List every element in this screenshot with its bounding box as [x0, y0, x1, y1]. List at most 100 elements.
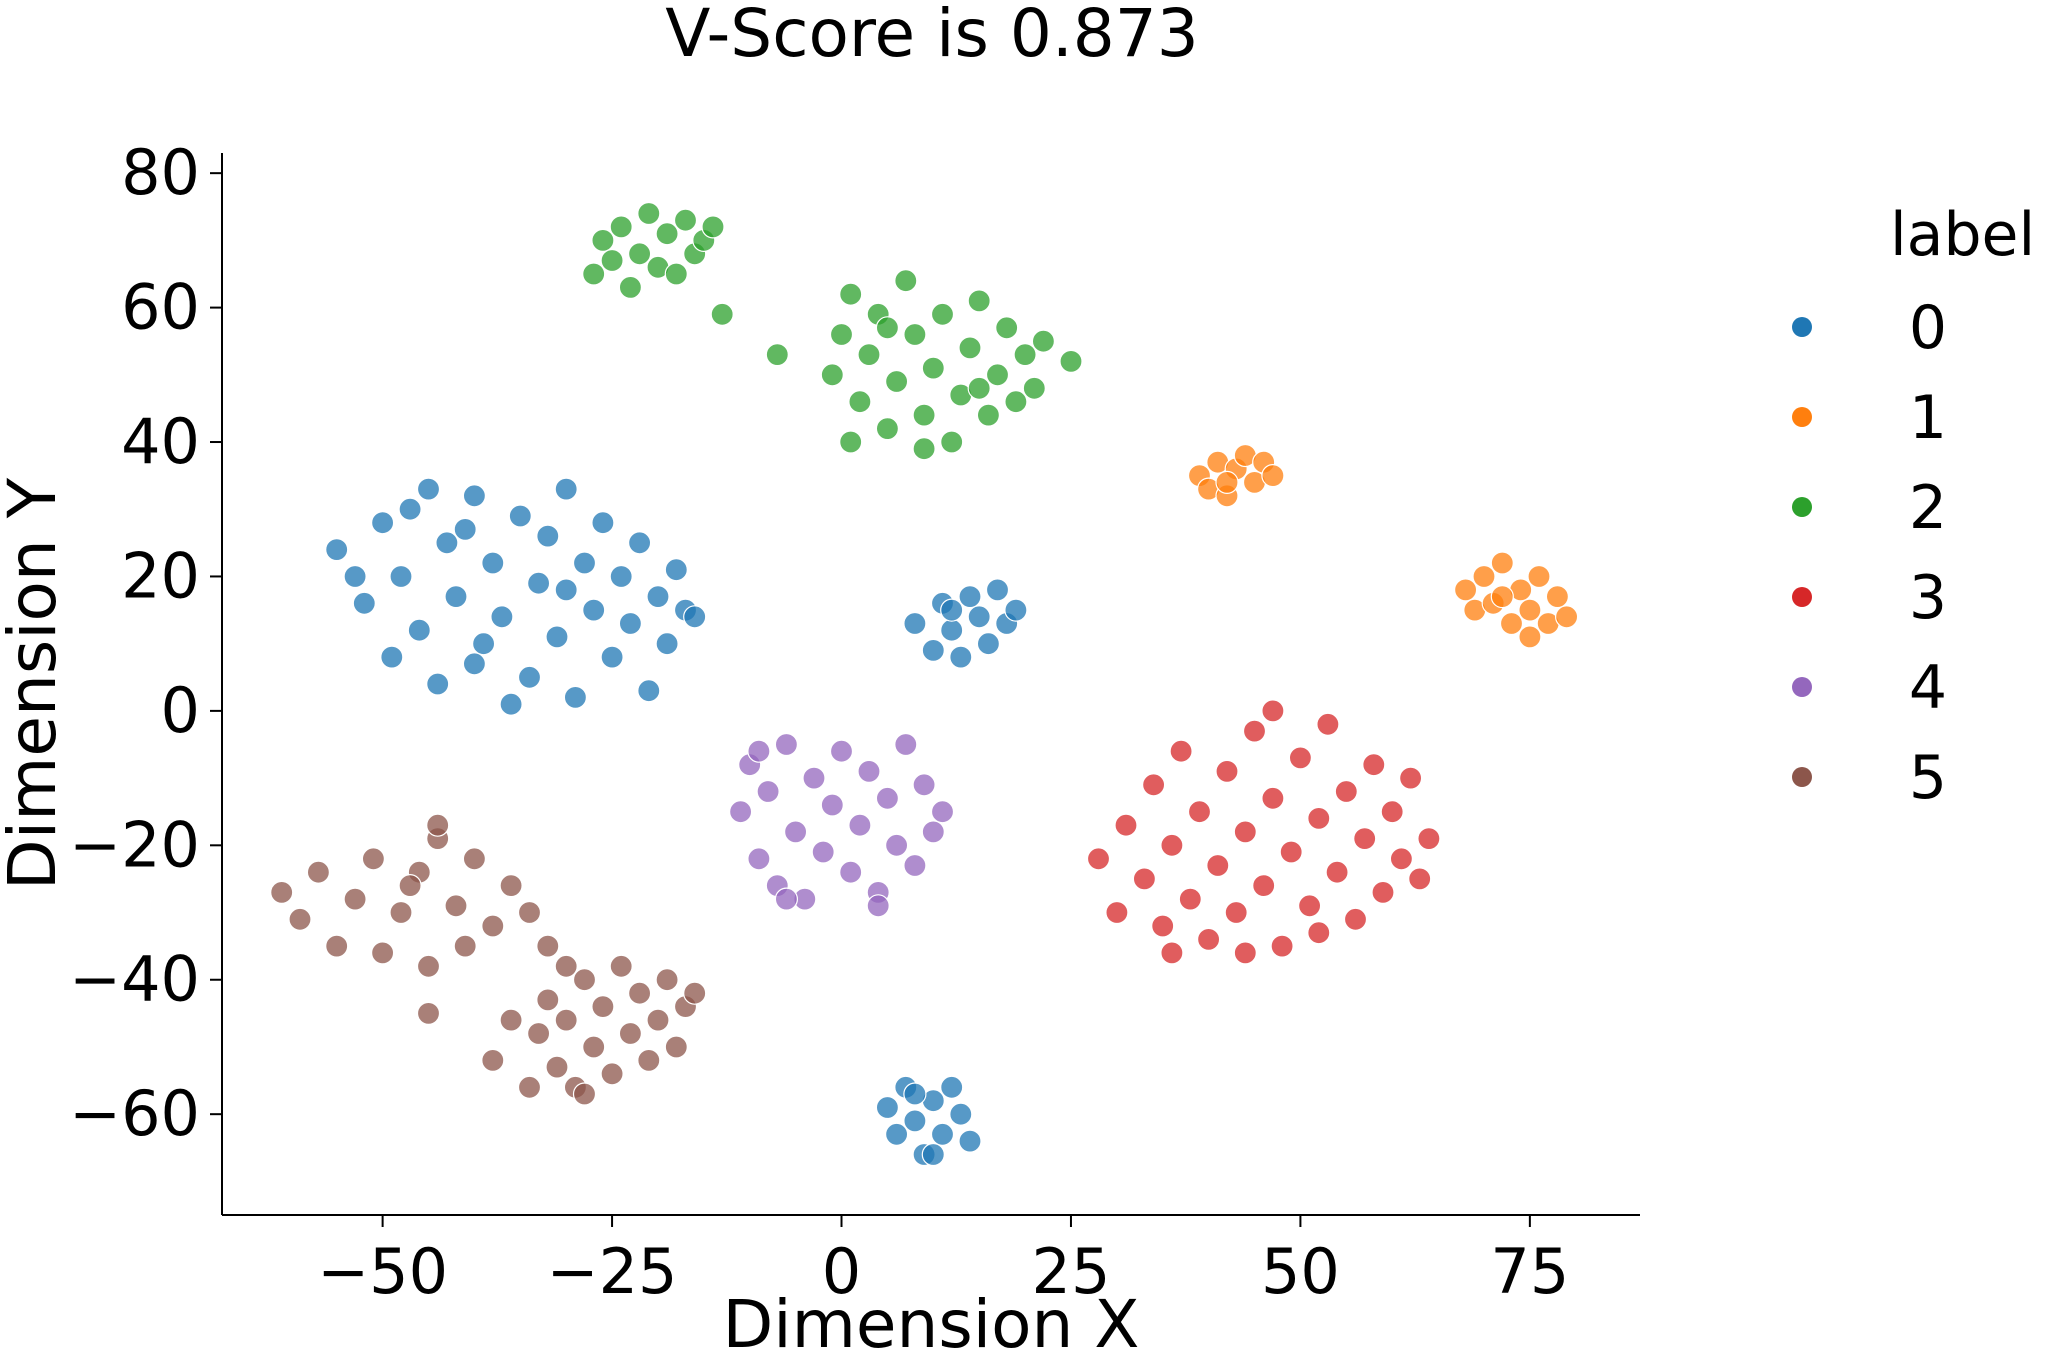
data-point-label-5 [637, 1048, 661, 1073]
data-point-label-0 [600, 645, 624, 669]
data-point-label-0 [481, 551, 505, 575]
data-point-label-3 [1334, 779, 1358, 804]
legend-label-0: 0 [1909, 293, 1947, 363]
data-point-label-0 [462, 484, 486, 508]
data-point-label-2 [976, 403, 1001, 427]
data-point-label-1 [1472, 564, 1496, 589]
data-point-label-2 [967, 289, 991, 313]
data-point-label-3 [1151, 914, 1175, 938]
data-point-label-5 [600, 1062, 624, 1086]
data-point-label-3 [1353, 826, 1377, 851]
data-point-label-5 [416, 954, 441, 978]
data-point-label-0 [554, 578, 578, 602]
data-point-label-4 [912, 773, 936, 797]
legend-title: label [1890, 200, 2035, 270]
data-point-label-4 [774, 887, 799, 911]
data-point-label-2 [1022, 376, 1046, 400]
legend: label 0 1 2 3 4 5 [1792, 200, 2035, 813]
data-point-label-0 [903, 611, 927, 636]
data-point-label-5 [398, 873, 422, 898]
data-point-label-5 [545, 1055, 569, 1079]
data-point-label-2 [1004, 390, 1028, 414]
data-point-label-3 [1398, 766, 1423, 790]
x-ticks: −50 −25 0 25 50 75 [317, 1215, 1569, 1308]
x-tick-label: −25 [547, 1235, 678, 1308]
data-point-label-2 [875, 316, 900, 340]
data-point-label-2 [820, 363, 844, 387]
data-point-label-4 [747, 847, 771, 871]
data-point-label-5 [664, 1035, 688, 1059]
data-point-label-0 [554, 477, 578, 501]
data-point-label-2 [985, 363, 1010, 387]
data-point-label-4 [820, 793, 844, 817]
data-point-label-4 [875, 786, 900, 810]
data-point-label-2 [839, 282, 863, 306]
data-point-label-2 [958, 336, 982, 360]
data-point-label-2 [995, 316, 1019, 340]
data-point-label-0 [949, 645, 973, 669]
data-point-label-3 [1380, 800, 1404, 824]
legend-label-4: 4 [1909, 653, 1947, 723]
data-point-label-3 [1187, 800, 1212, 824]
data-point-label-2 [848, 390, 872, 414]
data-point-label-2 [618, 275, 643, 299]
data-point-label-0 [526, 571, 551, 595]
data-point-label-4 [802, 766, 826, 790]
y-tick-label: 20 [121, 539, 200, 612]
data-point-label-0 [563, 685, 588, 710]
data-point-label-0 [940, 618, 964, 642]
data-point-label-5 [554, 954, 578, 978]
data-point-label-3 [1261, 786, 1285, 810]
data-point-label-5 [426, 813, 450, 837]
data-point-label-3 [1114, 813, 1138, 837]
data-point-label-0 [903, 1082, 927, 1106]
data-point-label-3 [1417, 826, 1441, 851]
data-point-label-4 [866, 894, 890, 918]
data-point-label-0 [664, 558, 688, 582]
data-point-label-3 [1362, 753, 1386, 777]
data-point-label-3 [1224, 900, 1248, 925]
data-point-label-0 [435, 531, 459, 555]
data-point-label-3 [1242, 719, 1267, 743]
data-point-label-5 [343, 887, 367, 911]
data-point-label-0 [646, 584, 670, 609]
y-tick-label: 0 [161, 674, 200, 747]
data-point-label-2 [930, 302, 955, 326]
data-point-label-0 [967, 605, 991, 629]
data-point-label-0 [325, 537, 349, 562]
data-point-label-3 [1307, 921, 1331, 945]
data-point-label-2 [1031, 329, 1056, 353]
data-point-label-2 [664, 262, 688, 286]
data-point-label-0 [591, 511, 615, 535]
data-point-label-2 [912, 403, 936, 427]
y-ticks: 80 60 40 20 0 −20 −40 −60 [69, 136, 222, 1150]
data-point-label-2 [940, 430, 964, 454]
data-point-label-4 [857, 759, 881, 784]
data-point-label-0 [343, 564, 367, 589]
data-point-label-1 [1453, 578, 1478, 602]
x-tick-label: 50 [1261, 1235, 1340, 1308]
legend-label-2: 2 [1909, 473, 1947, 543]
data-point-label-0 [416, 477, 441, 501]
data-point-label-0 [371, 511, 395, 535]
data-point-label-3 [1261, 699, 1285, 723]
data-point-label-5 [288, 907, 312, 931]
data-point-label-5 [609, 954, 633, 978]
data-point-label-2 [655, 222, 679, 246]
data-point-label-2 [829, 322, 854, 347]
data-point-label-0 [407, 618, 431, 642]
data-point-label-4 [930, 800, 955, 824]
data-point-label-3 [1141, 773, 1166, 797]
data-point-label-3 [1132, 867, 1157, 891]
data-point-label-1 [1554, 605, 1579, 629]
legend-marker-1 [1792, 407, 1812, 427]
data-point-label-5 [591, 994, 615, 1019]
data-point-label-5 [526, 1021, 551, 1046]
data-point-label-5 [444, 894, 468, 918]
data-point-label-2 [701, 215, 725, 239]
data-point-label-3 [1215, 759, 1239, 784]
x-tick-label: 75 [1490, 1235, 1569, 1308]
y-axis-label: Dimension Y [0, 477, 71, 890]
data-point-label-1 [1518, 598, 1542, 622]
